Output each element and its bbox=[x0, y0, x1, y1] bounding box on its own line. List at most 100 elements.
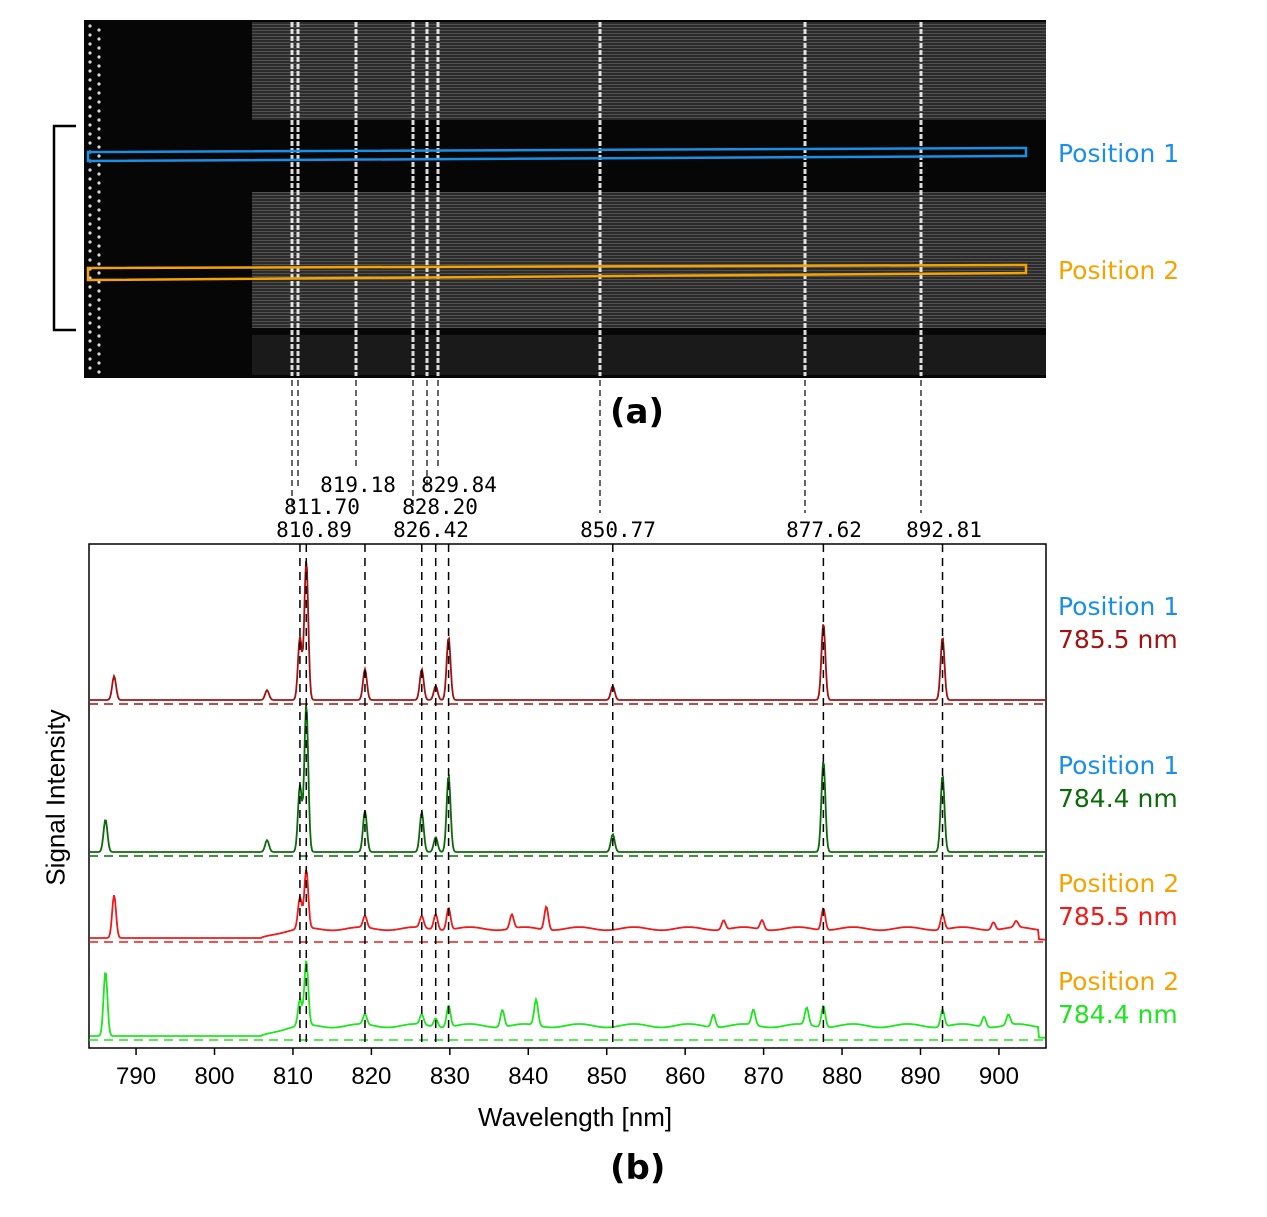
ccd-fiber-dots bbox=[88, 24, 101, 374]
ccd-dot bbox=[88, 303, 92, 307]
ccd-dot bbox=[97, 127, 101, 131]
series-2-name-label: 784.4 nm bbox=[1058, 784, 1178, 813]
ccd-dot bbox=[97, 109, 101, 113]
x-axis-title: Wavelength [nm] bbox=[478, 1102, 673, 1132]
ccd-dot bbox=[97, 262, 101, 266]
series-1-position-label: Position 1 bbox=[1058, 592, 1180, 621]
ccd-dot bbox=[97, 190, 101, 194]
x-tick-label: 880 bbox=[822, 1063, 862, 1090]
reference-label: 850.77 bbox=[580, 518, 656, 542]
reference-label: 811.70 bbox=[284, 495, 360, 519]
ccd-dot bbox=[88, 330, 92, 334]
ccd-dot bbox=[88, 195, 92, 199]
ccd-dot bbox=[88, 69, 92, 73]
ccd-dot bbox=[88, 258, 92, 262]
x-tick-label: 810 bbox=[273, 1063, 313, 1090]
ccd-dot bbox=[97, 181, 101, 185]
ccd-dot bbox=[88, 87, 92, 91]
ccd-dot bbox=[88, 24, 92, 28]
series-4-name-label: 784.4 nm bbox=[1058, 1000, 1178, 1029]
ccd-dot bbox=[97, 100, 101, 104]
plot-frame bbox=[88, 543, 1047, 1049]
reference-label: 828.20 bbox=[402, 495, 478, 519]
reference-label: 819.18 bbox=[320, 473, 396, 497]
ccd-dot bbox=[88, 231, 92, 235]
ccd-dot bbox=[88, 105, 92, 109]
ccd-dot bbox=[97, 82, 101, 86]
ccd-dot bbox=[97, 55, 101, 59]
ccd-dot bbox=[97, 172, 101, 176]
ccd-dot bbox=[88, 321, 92, 325]
ccd-dot bbox=[97, 199, 101, 203]
x-tick-label: 900 bbox=[979, 1063, 1019, 1090]
position-2-box bbox=[86, 263, 1028, 282]
series-4-position-label: Position 2 bbox=[1058, 967, 1180, 996]
ccd-dot bbox=[97, 280, 101, 284]
ccd-dot bbox=[97, 334, 101, 338]
x-tick-label: 790 bbox=[116, 1063, 156, 1090]
ccd-dot bbox=[88, 240, 92, 244]
ccd-dot bbox=[97, 244, 101, 248]
ccd-dot bbox=[97, 208, 101, 212]
x-tick-label: 870 bbox=[744, 1063, 784, 1090]
series-1-name-label: 785.5 nm bbox=[1058, 625, 1178, 654]
ccd-dot bbox=[97, 37, 101, 41]
y-axis-title: Signal Intensity bbox=[40, 709, 71, 886]
ccd-dot bbox=[97, 235, 101, 239]
ccd-dot bbox=[97, 46, 101, 50]
ccd-dot bbox=[97, 217, 101, 221]
series-3-position-label: Position 2 bbox=[1058, 869, 1180, 898]
ccd-dot bbox=[88, 213, 92, 217]
x-axis-ticks: 790 800 810 820 830 840 850 860 870 880 890 900 bbox=[116, 1048, 1019, 1090]
ccd-dot bbox=[97, 91, 101, 95]
baselines bbox=[89, 703, 1046, 1041]
ccd-dot bbox=[97, 28, 101, 32]
ccd-dot bbox=[97, 154, 101, 158]
x-tick-label: 820 bbox=[351, 1063, 391, 1090]
ccd-dot bbox=[88, 114, 92, 118]
x-tick-label: 850 bbox=[587, 1063, 627, 1090]
x-tick-label: 860 bbox=[665, 1063, 705, 1090]
ccd-dot bbox=[88, 294, 92, 298]
panel-a-label: (a) bbox=[610, 392, 665, 432]
panel-a-position-2-label: Position 2 bbox=[1058, 256, 1180, 285]
series-line bbox=[90, 704, 1045, 853]
ccd-dot bbox=[88, 168, 92, 172]
connector-lines bbox=[291, 380, 922, 513]
reference-label: 892.81 bbox=[906, 518, 982, 542]
ccd-dot bbox=[97, 271, 101, 275]
panel-a-position-1-label: Position 1 bbox=[1058, 139, 1180, 168]
ccd-dot bbox=[97, 136, 101, 140]
ccd-dot bbox=[88, 123, 92, 127]
ccd-dot bbox=[97, 226, 101, 230]
reference-label: 810.89 bbox=[276, 518, 352, 542]
series-line bbox=[90, 869, 1045, 941]
reference-label: 826.42 bbox=[393, 518, 469, 542]
x-tick-label: 840 bbox=[508, 1063, 548, 1090]
ccd-dot bbox=[88, 249, 92, 253]
ccd-spectral-lines bbox=[290, 22, 923, 376]
ccd-dot bbox=[88, 186, 92, 190]
ccd-dot bbox=[97, 289, 101, 293]
ccd-dot bbox=[97, 361, 101, 365]
x-tick-label: 890 bbox=[900, 1063, 940, 1090]
ccd-image bbox=[84, 20, 1046, 378]
ccd-dot bbox=[88, 141, 92, 145]
series-line bbox=[90, 960, 1045, 1039]
ccd-dot bbox=[97, 163, 101, 167]
ccd-dot bbox=[88, 132, 92, 136]
ccd-dot bbox=[88, 222, 92, 226]
ccd-dot bbox=[88, 366, 92, 370]
position-1-box bbox=[86, 146, 1028, 163]
series-3-name-label: 785.5 nm bbox=[1058, 902, 1178, 931]
spectra-plot: 790 800 810 820 830 840 850 860 870 880 890 900 bbox=[88, 543, 1047, 1090]
reference-label: 877.62 bbox=[786, 518, 862, 542]
reference-lines bbox=[299, 544, 944, 1048]
ccd-dot bbox=[88, 78, 92, 82]
ccd-dot bbox=[88, 42, 92, 46]
ccd-dot bbox=[97, 316, 101, 320]
panel-b-label: (b) bbox=[610, 1148, 666, 1188]
ccd-dot bbox=[88, 348, 92, 352]
